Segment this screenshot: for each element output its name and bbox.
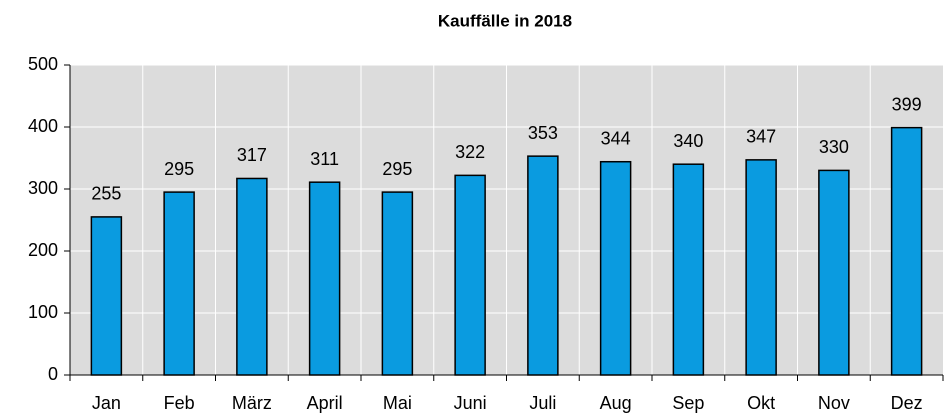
data-label: 344 <box>601 128 631 148</box>
x-tick-label: Okt <box>747 393 775 413</box>
bar <box>599 160 632 376</box>
bar <box>672 163 705 376</box>
y-tick-label: 200 <box>28 240 58 260</box>
x-tick-label: Dez <box>891 393 923 413</box>
data-label: 255 <box>91 184 121 204</box>
y-tick-label: 100 <box>28 302 58 322</box>
data-label: 295 <box>164 159 194 179</box>
bar <box>745 159 777 376</box>
data-label: 347 <box>746 127 776 147</box>
x-tick-label: Jan <box>92 393 121 413</box>
data-label: 295 <box>382 159 412 179</box>
x-tick-label: Feb <box>164 393 195 413</box>
x-tick-label: Nov <box>818 393 850 413</box>
bar <box>90 216 123 376</box>
chart-title: Kauffälle in 2018 <box>438 11 572 30</box>
data-label: 340 <box>673 131 703 151</box>
x-tick-label: Juni <box>454 393 487 413</box>
y-tick-label: 500 <box>28 54 58 74</box>
data-label: 353 <box>528 123 558 143</box>
y-tick-label: 0 <box>48 364 58 384</box>
x-tick-label: Juli <box>529 393 556 413</box>
data-label: 399 <box>892 94 922 114</box>
bar <box>454 174 486 376</box>
bar <box>236 177 268 376</box>
bar <box>308 181 341 376</box>
x-tick-label: Sep <box>672 393 704 413</box>
x-tick-label: Aug <box>600 393 632 413</box>
bar <box>890 126 923 376</box>
bar <box>163 191 195 376</box>
data-label: 317 <box>237 145 267 165</box>
bar <box>381 191 414 376</box>
bar <box>818 169 850 376</box>
x-tick-label: Mai <box>383 393 412 413</box>
x-tick-label: April <box>307 393 343 413</box>
bar <box>527 155 559 376</box>
data-label: 322 <box>455 142 485 162</box>
y-tick-label: 300 <box>28 178 58 198</box>
data-label: 330 <box>819 137 849 157</box>
x-tick-label: März <box>232 393 272 413</box>
y-tick-label: 400 <box>28 116 58 136</box>
data-label: 311 <box>310 149 339 169</box>
